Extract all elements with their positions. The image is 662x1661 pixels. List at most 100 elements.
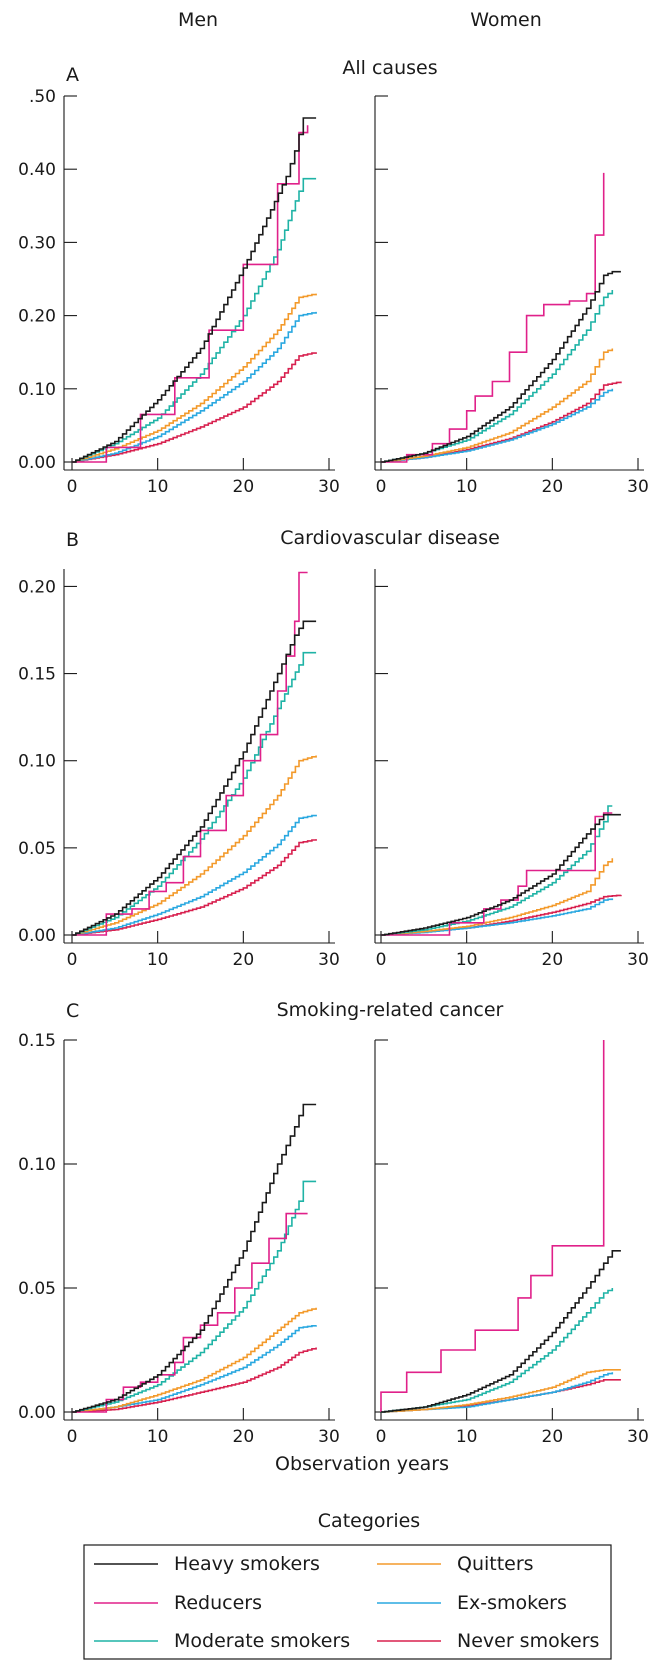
y-tick-label: 0.15	[18, 665, 56, 685]
y-tick-label: 0.30	[18, 233, 56, 253]
legend-entry-quitters: Quitters	[377, 1553, 534, 1575]
legend-label: Heavy smokers	[174, 1553, 320, 1575]
legend-label: Ex-smokers	[457, 1592, 567, 1614]
x-tick-label: 20	[542, 950, 564, 970]
panels: A All causes 0.00 0.10 0.20 0.30 0.40 .50 0 10 20 3…	[18, 57, 649, 1447]
series-line-quitters	[381, 1369, 621, 1413]
legend-label: Never smokers	[457, 1630, 599, 1652]
plot-women: 0 10 20 30	[374, 569, 649, 970]
panel-title: Smoking-related cancer	[277, 999, 504, 1021]
panel-title: All causes	[342, 57, 437, 79]
series-line-quitters	[72, 755, 317, 936]
series-line-reducers	[381, 812, 613, 936]
x-axis-label: Observation years	[275, 1453, 449, 1475]
panel-letter: C	[66, 1000, 79, 1022]
series-line-ex	[72, 311, 317, 463]
legend-entry-moderate: Moderate smokers	[94, 1630, 350, 1652]
y-tick-label: 0.10	[18, 752, 56, 772]
legend-label: Quitters	[457, 1553, 534, 1575]
x-tick-label: 0	[376, 477, 387, 497]
series-line-moderate	[72, 651, 317, 936]
x-tick-label: 0	[67, 1427, 78, 1447]
x-tick-label: 10	[456, 477, 478, 497]
legend-entry-ex: Ex-smokers	[377, 1592, 567, 1614]
series-line-heavy	[72, 620, 317, 936]
series-line-quitters	[381, 858, 614, 936]
x-tick-label: 10	[456, 1427, 478, 1447]
panel-title: Cardiovascular disease	[280, 527, 500, 549]
plot-women: 0 10 20 30	[374, 95, 649, 497]
panel-b: B Cardiovascular disease0.000.050.100.150…	[18, 527, 649, 970]
y-tick-label: 0.10	[18, 380, 56, 400]
panel-letter: B	[66, 529, 79, 551]
legend-entry-never: Never smokers	[377, 1630, 599, 1652]
series-line-never	[72, 1347, 317, 1413]
series-line-moderate	[72, 177, 317, 463]
x-tick-label: 20	[542, 1427, 564, 1447]
series-line-moderate	[381, 805, 613, 936]
plot-women: 0 10 20 30	[374, 1039, 649, 1447]
y-tick-label: 0.40	[18, 160, 56, 180]
x-tick-label: 0	[67, 950, 78, 970]
series-line-reducers	[72, 571, 308, 936]
series-line-never	[72, 352, 317, 463]
series-line-heavy	[381, 813, 621, 936]
series-line-ex	[381, 388, 614, 463]
series-line-reducers	[380, 1040, 605, 1412]
series-line-moderate	[72, 1180, 317, 1413]
series-line-quitters	[381, 348, 614, 463]
legend-entry-heavy: Heavy smokers	[94, 1553, 320, 1575]
series-line-never	[72, 839, 317, 936]
legend: Heavy smokers Reducers Moderate smokers Qui…	[83, 1544, 612, 1660]
y-tick-label: 0.05	[18, 1279, 56, 1299]
x-tick-label: 0	[67, 477, 78, 497]
x-tick-label: 30	[318, 1427, 340, 1447]
y-tick-label: 0.05	[18, 839, 56, 859]
x-tick-label: 30	[627, 950, 649, 970]
legend-title: Categories	[318, 1510, 420, 1532]
series-line-moderate	[381, 290, 614, 463]
plot-men: 0.00 0.05 0.10 0.15 0.20 0 10 20 30	[18, 569, 340, 970]
x-tick-label: 0	[376, 950, 387, 970]
y-tick-label: 0.20	[18, 577, 56, 597]
series-line-moderate	[381, 1288, 614, 1413]
plot-men: 0.00 0.10 0.20 0.30 0.40 .50 0 10 20 30	[18, 87, 340, 497]
series-line-heavy	[381, 270, 621, 463]
column-header-men: Men	[178, 9, 218, 31]
series-line-reducers	[381, 172, 605, 463]
legend-label: Reducers	[174, 1592, 262, 1614]
x-tick-label: 0	[376, 1427, 387, 1447]
plot-men: 0.00 0.05 0.10 0.15 0 10 20 30	[18, 1031, 340, 1447]
panel-letter: A	[66, 64, 79, 86]
x-tick-label: 30	[318, 950, 340, 970]
panel-c: C Smoking-related cancer0.000.050.100.150…	[18, 999, 649, 1447]
y-tick-label: 0.15	[18, 1031, 56, 1051]
x-tick-label: 10	[456, 950, 478, 970]
column-header-women: Women	[470, 9, 542, 31]
series-line-ex	[72, 814, 317, 936]
panel-a: A All causes 0.00 0.10 0.20 0.30 0.40 .50 0 10 20 3…	[18, 57, 649, 497]
y-tick-label: 0.00	[18, 1403, 56, 1423]
y-tick-label: 0.00	[18, 453, 56, 473]
x-tick-label: 20	[542, 477, 564, 497]
x-tick-label: 30	[318, 477, 340, 497]
x-tick-label: 10	[147, 1427, 169, 1447]
legend-entry-reducers: Reducers	[94, 1592, 262, 1614]
series-line-heavy	[72, 1103, 317, 1413]
series-line-reducers	[72, 1212, 308, 1413]
x-tick-label: 20	[233, 950, 255, 970]
y-tick-label: 0.00	[18, 926, 56, 946]
x-tick-label: 10	[147, 477, 169, 497]
y-tick-label: 0.10	[18, 1155, 56, 1175]
x-tick-label: 20	[233, 1427, 255, 1447]
legend-label: Moderate smokers	[174, 1630, 350, 1652]
y-tick-label: .50	[29, 87, 56, 107]
series-line-heavy	[381, 1250, 621, 1413]
x-tick-label: 10	[147, 950, 169, 970]
x-tick-label: 20	[233, 477, 255, 497]
series-line-reducers	[72, 125, 309, 463]
series-line-quitters	[72, 1307, 317, 1413]
series-line-ex	[381, 1372, 614, 1413]
legend-box	[83, 1544, 612, 1660]
